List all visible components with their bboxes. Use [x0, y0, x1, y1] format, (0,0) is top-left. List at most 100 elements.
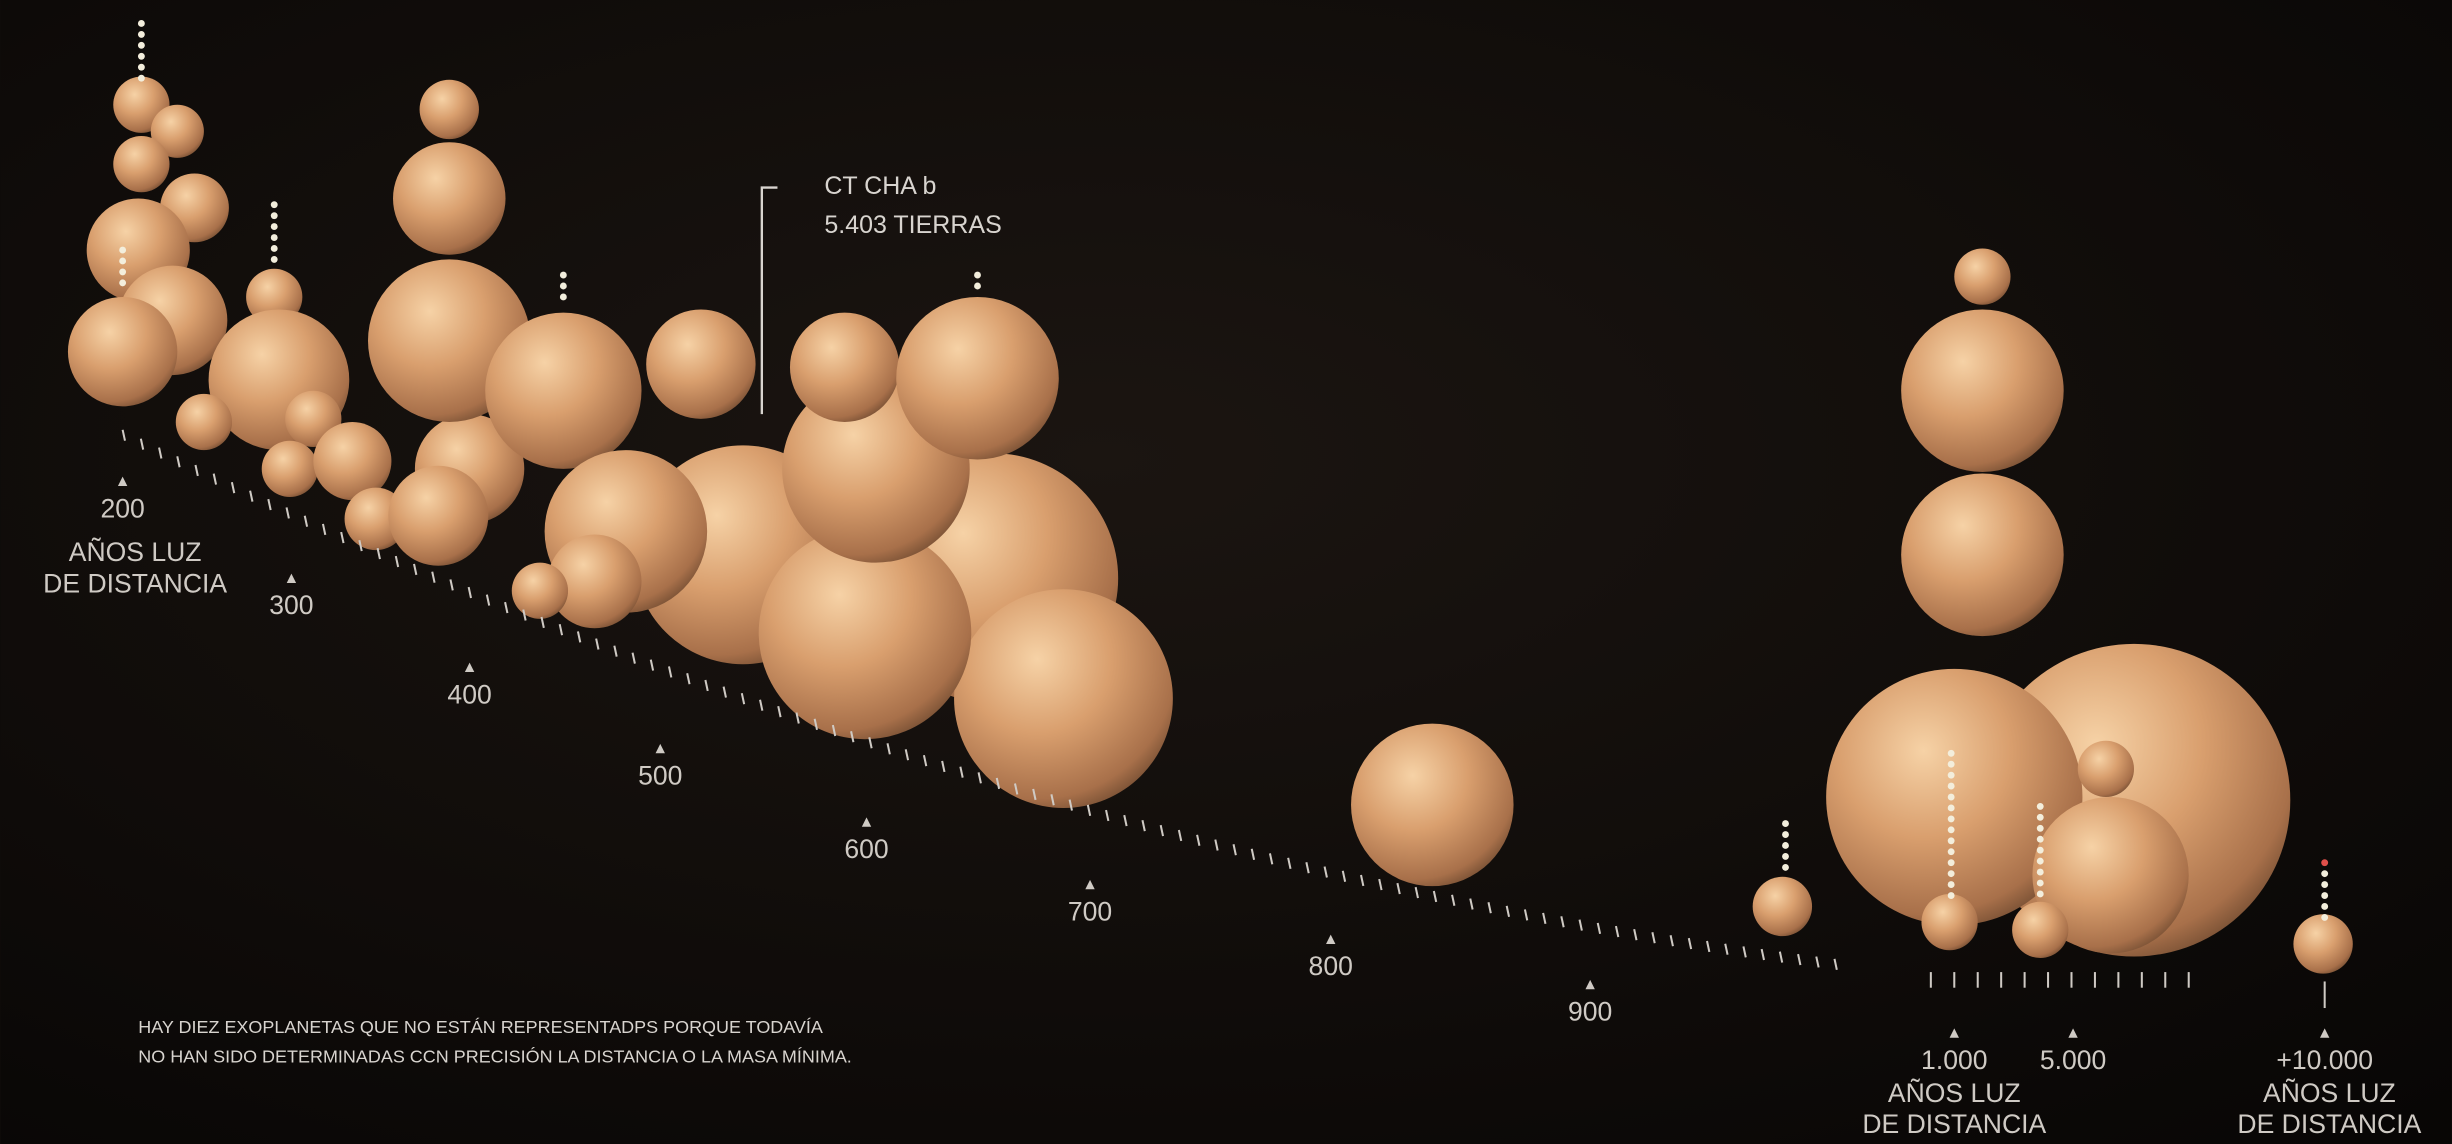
axis-tick	[941, 760, 946, 773]
planet	[1901, 309, 2064, 472]
planet	[954, 589, 1173, 808]
dot	[119, 268, 127, 276]
dot	[1782, 842, 1789, 849]
dot	[1782, 831, 1789, 838]
dot	[270, 223, 278, 231]
unit-label: AÑOS LUZ	[2263, 1078, 2396, 1108]
dot	[2036, 868, 2044, 876]
unit-label: AÑOS LUZ	[69, 537, 202, 567]
axis-tick	[1633, 928, 1638, 941]
dot	[270, 245, 278, 252]
dot	[2036, 890, 2044, 898]
planet	[758, 526, 972, 740]
axis-tick	[176, 456, 181, 468]
planet	[388, 465, 489, 566]
dot	[119, 257, 127, 265]
tick-arrow	[1585, 979, 1595, 990]
planet	[1954, 248, 2011, 305]
axis-tick	[813, 718, 818, 730]
axis-tick	[868, 737, 873, 749]
dot	[119, 246, 127, 254]
axis-tick	[576, 631, 582, 643]
tick-label: 1.000	[1921, 1045, 1987, 1075]
tick-arrow	[1326, 934, 1336, 944]
dot	[1782, 852, 1789, 860]
planet	[1901, 473, 2064, 637]
planet	[485, 312, 642, 469]
axis-labels: 200 300 400 500 600 700 800 900 1.000 5.000 +10.00…	[43, 476, 2422, 1139]
dot	[1947, 892, 1955, 899]
axis-tick	[1032, 788, 1037, 801]
tick-label: 500	[638, 761, 682, 791]
planet	[896, 296, 1059, 460]
axis-tick	[376, 547, 381, 560]
axis-tick	[1414, 886, 1419, 899]
planet	[393, 142, 506, 255]
dot	[2036, 879, 2044, 887]
axis-tick	[485, 594, 491, 606]
axis-tick	[1487, 902, 1492, 914]
planet	[67, 296, 178, 407]
axis-tick	[959, 766, 964, 778]
dot	[119, 279, 127, 287]
dot	[137, 30, 145, 38]
planet	[150, 104, 204, 158]
axis-tick	[1123, 814, 1128, 827]
planet	[2032, 797, 2189, 954]
axis-tick	[740, 693, 746, 705]
dot	[1947, 837, 1955, 845]
axis-tick	[1451, 894, 1456, 906]
axis-tick	[1214, 839, 1219, 851]
axis-tick	[413, 563, 418, 576]
dot	[974, 271, 981, 279]
annotation-name: CT CHA b	[824, 172, 936, 200]
axis-tick	[285, 507, 290, 519]
axis-tick	[431, 571, 436, 583]
axis-tick	[631, 652, 636, 664]
axis-tick	[1687, 937, 1693, 950]
dot	[2321, 892, 2329, 899]
dot	[137, 20, 145, 27]
axis-tick	[1360, 874, 1365, 887]
dot	[1947, 815, 1955, 823]
unit-label: DE DISTANCIA	[1862, 1109, 2046, 1139]
dot	[2321, 870, 2329, 878]
tick-label: 800	[1309, 951, 1353, 981]
planet	[789, 312, 900, 422]
axis-tick	[522, 609, 527, 621]
planet	[2012, 901, 2069, 959]
dot	[1947, 771, 1955, 779]
tick-label: 900	[1568, 997, 1612, 1027]
axis-tick	[467, 586, 472, 599]
planet	[419, 79, 479, 140]
axis-tick	[1469, 898, 1474, 910]
axis-tick	[194, 464, 199, 477]
axis-tick	[1068, 799, 1073, 811]
axis-tick	[558, 624, 564, 636]
tick-label: 400	[447, 679, 491, 709]
axis-tick	[667, 666, 673, 678]
axis-tick	[1050, 794, 1055, 806]
axis-tick	[1596, 922, 1602, 935]
annotation-mass: 5.403 TIERRAS	[824, 211, 1001, 239]
axis-tick	[321, 523, 327, 536]
dot	[1947, 749, 1955, 757]
axis-tick	[1323, 866, 1328, 878]
axis-tick	[904, 749, 910, 761]
axis-tick	[613, 645, 618, 657]
tick-label: 300	[269, 590, 313, 620]
dot	[137, 41, 145, 49]
dot	[1782, 863, 1789, 871]
dot	[2321, 903, 2329, 910]
planet	[313, 421, 392, 501]
tick-arrow	[1085, 879, 1095, 890]
dot	[559, 271, 567, 279]
axis-tick	[922, 754, 928, 767]
axis-tick	[394, 555, 400, 568]
dot	[1947, 804, 1955, 812]
tick-arrow	[464, 662, 475, 673]
annotation-bracket	[760, 186, 778, 415]
dot	[1947, 782, 1955, 790]
